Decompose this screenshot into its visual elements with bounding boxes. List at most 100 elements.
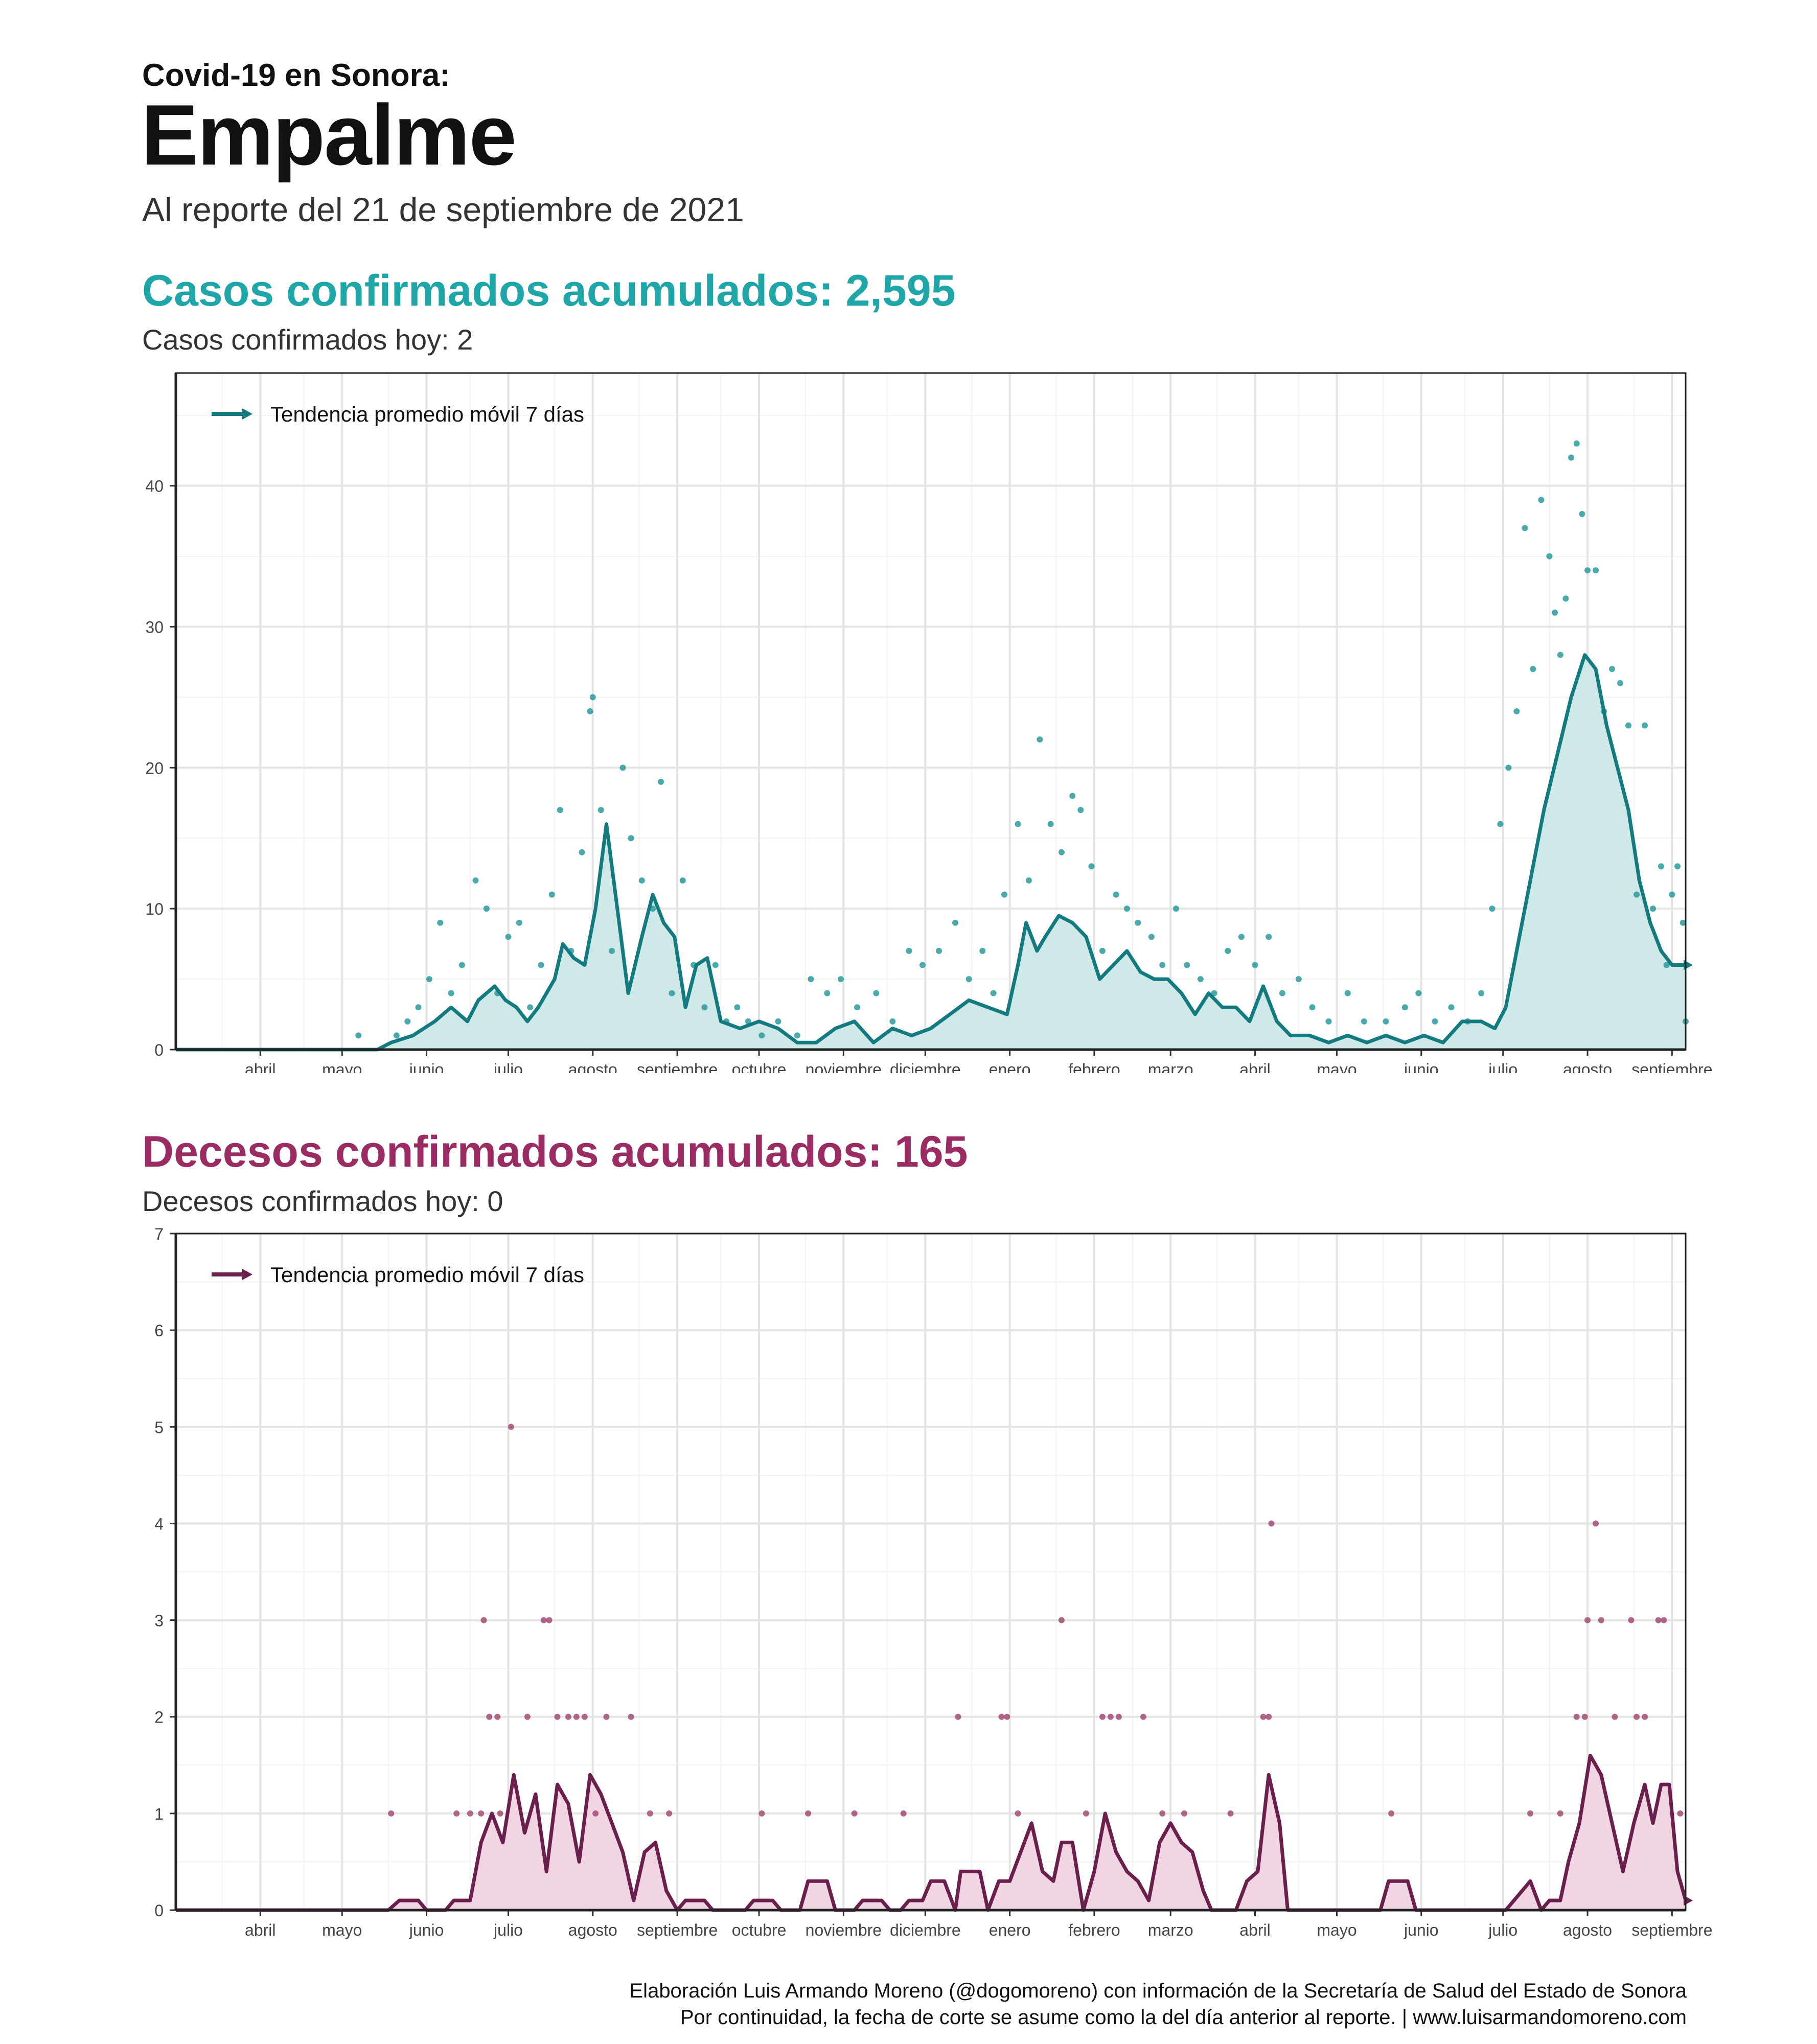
daily-point [1557, 1810, 1563, 1817]
daily-point [1047, 821, 1054, 827]
daily-point [1260, 1713, 1267, 1720]
x-tick-label: mayo [322, 1921, 362, 1939]
cases-today-label: Casos confirmados hoy: 2 [142, 323, 473, 356]
daily-point [669, 990, 675, 996]
daily-point [1573, 1713, 1580, 1720]
daily-point [1099, 1713, 1106, 1720]
x-tick-label: septiembre [1631, 1921, 1712, 1939]
x-tick-label: mayo [322, 1060, 362, 1073]
daily-point [508, 1424, 514, 1430]
daily-point [1004, 1713, 1010, 1720]
daily-point [1522, 525, 1528, 531]
daily-point [1058, 849, 1065, 855]
cases-chart: 0 10 20 30 40 abril mayo junio julio agosto septie… [145, 372, 1712, 1073]
daily-point [480, 1617, 487, 1623]
daily-point [1497, 821, 1504, 827]
x-tick-label: agosto [568, 1921, 617, 1939]
y-tick-label: 20 [145, 759, 164, 777]
daily-point [1238, 934, 1245, 940]
daily-point [619, 764, 626, 771]
daily-point [851, 1810, 858, 1817]
daily-point [587, 708, 593, 714]
x-tick-label: enero [989, 1060, 1031, 1073]
daily-point [527, 1004, 534, 1011]
trend-line [176, 653, 1686, 1052]
daily-point [467, 1810, 473, 1817]
daily-point [548, 891, 555, 898]
daily-point [1557, 652, 1563, 658]
daily-point [1415, 990, 1422, 996]
daily-point [1661, 1617, 1667, 1623]
daily-point [889, 1018, 896, 1025]
daily-point [955, 1713, 961, 1720]
daily-point [589, 694, 596, 701]
daily-point [1388, 1810, 1395, 1817]
daily-point [979, 947, 986, 954]
daily-point [1025, 877, 1032, 884]
daily-point [1562, 595, 1569, 602]
x-tick-label: abril [245, 1060, 275, 1073]
y-tick-label: 1 [154, 1805, 164, 1823]
daily-point [1159, 962, 1166, 968]
daily-point [609, 947, 615, 954]
daily-point [581, 1713, 588, 1720]
x-tick-label: julio [493, 1060, 523, 1073]
daily-point [758, 1032, 765, 1039]
y-tick-label: 30 [145, 618, 164, 637]
x-tick-label: marzo [1148, 1060, 1193, 1073]
daily-point [734, 1004, 741, 1011]
x-tick-label: enero [989, 1921, 1031, 1939]
daily-point [1598, 1617, 1604, 1623]
x-tick-label: octubre [732, 1921, 787, 1939]
y-tick-label: 5 [154, 1418, 164, 1436]
daily-point [1634, 1713, 1640, 1720]
daily-point [1527, 1810, 1534, 1817]
daily-point [1642, 722, 1648, 729]
daily-point [1252, 962, 1258, 968]
cases-cumulative-heading: Casos confirmados acumulados: 2,595 [142, 266, 956, 315]
daily-point [998, 1713, 1005, 1720]
source-caption-line-2: Por continuidad, la fecha de corte se as… [680, 2006, 1687, 2029]
daily-point [666, 1810, 673, 1817]
daily-point [448, 990, 454, 996]
daily-point [1628, 1617, 1635, 1623]
daily-point [1612, 1713, 1618, 1720]
kicker-title: Covid-19 en Sonora: [142, 58, 450, 93]
daily-point [497, 1810, 503, 1817]
daily-point [1113, 891, 1119, 898]
daily-point [1573, 440, 1580, 447]
daily-point [873, 990, 880, 996]
daily-point [540, 1617, 547, 1623]
daily-point [1268, 1520, 1275, 1527]
daily-point [1225, 947, 1231, 954]
daily-point [565, 1713, 571, 1720]
daily-point [1530, 666, 1536, 672]
x-tick-label: septiembre [637, 1921, 718, 1939]
y-tick-label: 40 [145, 477, 164, 496]
daily-point [824, 990, 831, 996]
daily-point [388, 1810, 395, 1817]
x-tick-label: marzo [1148, 1921, 1193, 1939]
daily-point [1579, 510, 1585, 517]
daily-point [1069, 793, 1076, 799]
daily-point [1669, 891, 1675, 898]
x-tick-label: julio [493, 1921, 523, 1939]
x-tick-label: octubre [732, 1060, 787, 1073]
x-tick-label: julio [1488, 1921, 1517, 1939]
daily-point [701, 1004, 708, 1011]
x-tick-label: agosto [1563, 1921, 1612, 1939]
daily-point [592, 1810, 599, 1817]
daily-point [1401, 1004, 1408, 1011]
daily-point [1584, 1617, 1591, 1623]
deaths-chart: 0 1 2 3 4 5 6 7 abril mayo junio julio agosto septiem… [154, 1225, 1712, 1939]
plot-frame [175, 372, 1687, 1051]
daily-point [1083, 1810, 1089, 1817]
daily-point [1361, 1018, 1367, 1025]
daily-point [952, 919, 958, 926]
daily-point [579, 849, 585, 855]
daily-point [437, 919, 444, 926]
daily-point [524, 1713, 531, 1720]
daily-point [472, 877, 479, 884]
daily-point [805, 1810, 812, 1817]
x-tick-label: febrero [1068, 1060, 1120, 1073]
